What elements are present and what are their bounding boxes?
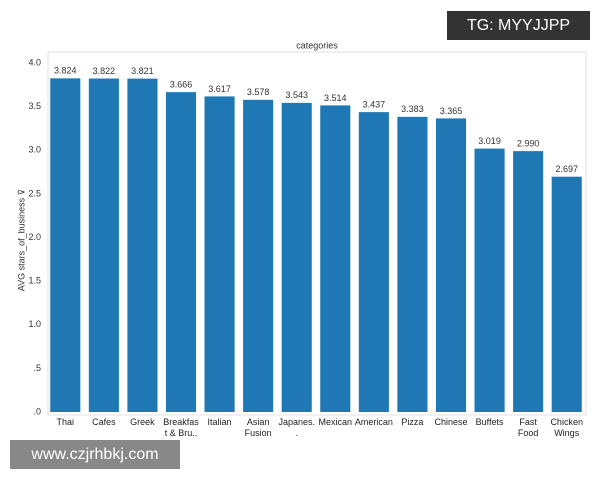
bar	[513, 151, 544, 412]
value-label: 2.990	[517, 138, 540, 148]
y-axis-label: AVG stars_of_business ⊽	[16, 189, 26, 291]
value-label: 2.697	[555, 164, 578, 174]
chart-title: categories	[296, 40, 338, 50]
x-tick-label: Mexican	[318, 417, 353, 427]
x-tick-label: Thai	[56, 417, 75, 427]
x-tick-label: Greek	[130, 417, 155, 427]
x-tick-label: Japanes..	[278, 417, 315, 438]
y-tick-label: 3.5	[28, 101, 41, 111]
bar	[204, 96, 235, 412]
y-tick-label: 4.0	[28, 57, 41, 67]
y-tick-label: 2.5	[28, 188, 41, 198]
value-label: 3.666	[170, 80, 193, 90]
bar	[127, 78, 158, 413]
x-tick-label: Italian	[207, 417, 232, 427]
value-label: 3.437	[363, 99, 386, 109]
watermark: TG: MYYJJPP	[447, 11, 590, 40]
bar	[165, 92, 197, 412]
x-tick-label: Chinese	[434, 417, 468, 427]
x-tick-label: Chicken Wings	[550, 417, 583, 438]
y-tick-label: .0	[33, 406, 41, 416]
x-tick-label: Fast Food	[517, 417, 539, 438]
x-tick-label: American	[354, 417, 393, 427]
value-label: 3.019	[478, 136, 501, 146]
bar	[551, 176, 582, 412]
bar	[243, 99, 274, 412]
x-tick-label: Buffets	[475, 417, 504, 427]
y-tick-label: .5	[33, 363, 41, 373]
watermark: www.czjrhbkj.com	[10, 440, 180, 469]
value-label: 3.383	[401, 104, 424, 114]
bar	[397, 116, 428, 412]
bar	[50, 78, 81, 412]
y-tick-label: 1.5	[28, 276, 41, 286]
y-tick-label: 2.0	[28, 232, 41, 242]
x-tick-label: Breakfast & Bru..	[163, 417, 199, 438]
value-label: 3.617	[208, 84, 231, 94]
value-label: 3.822	[93, 66, 116, 76]
value-label: 3.821	[131, 66, 154, 76]
value-label: 3.365	[440, 106, 463, 116]
bar	[88, 78, 119, 412]
bar	[320, 105, 351, 412]
x-tick-label: Asian Fusion	[244, 417, 272, 438]
x-tick-label: Pizza	[401, 417, 424, 427]
bar	[281, 102, 312, 412]
bar	[358, 112, 389, 412]
x-tick-label: Cafes	[92, 417, 116, 427]
value-label: 3.824	[54, 66, 77, 76]
value-label: 3.514	[324, 93, 347, 103]
plot-frame	[47, 51, 587, 416]
bar	[474, 148, 505, 412]
bar	[435, 118, 467, 412]
y-tick-label: 1.0	[28, 319, 41, 329]
y-tick-label: 3.0	[28, 145, 41, 155]
value-label: 3.543	[285, 90, 308, 100]
value-label: 3.578	[247, 87, 270, 97]
